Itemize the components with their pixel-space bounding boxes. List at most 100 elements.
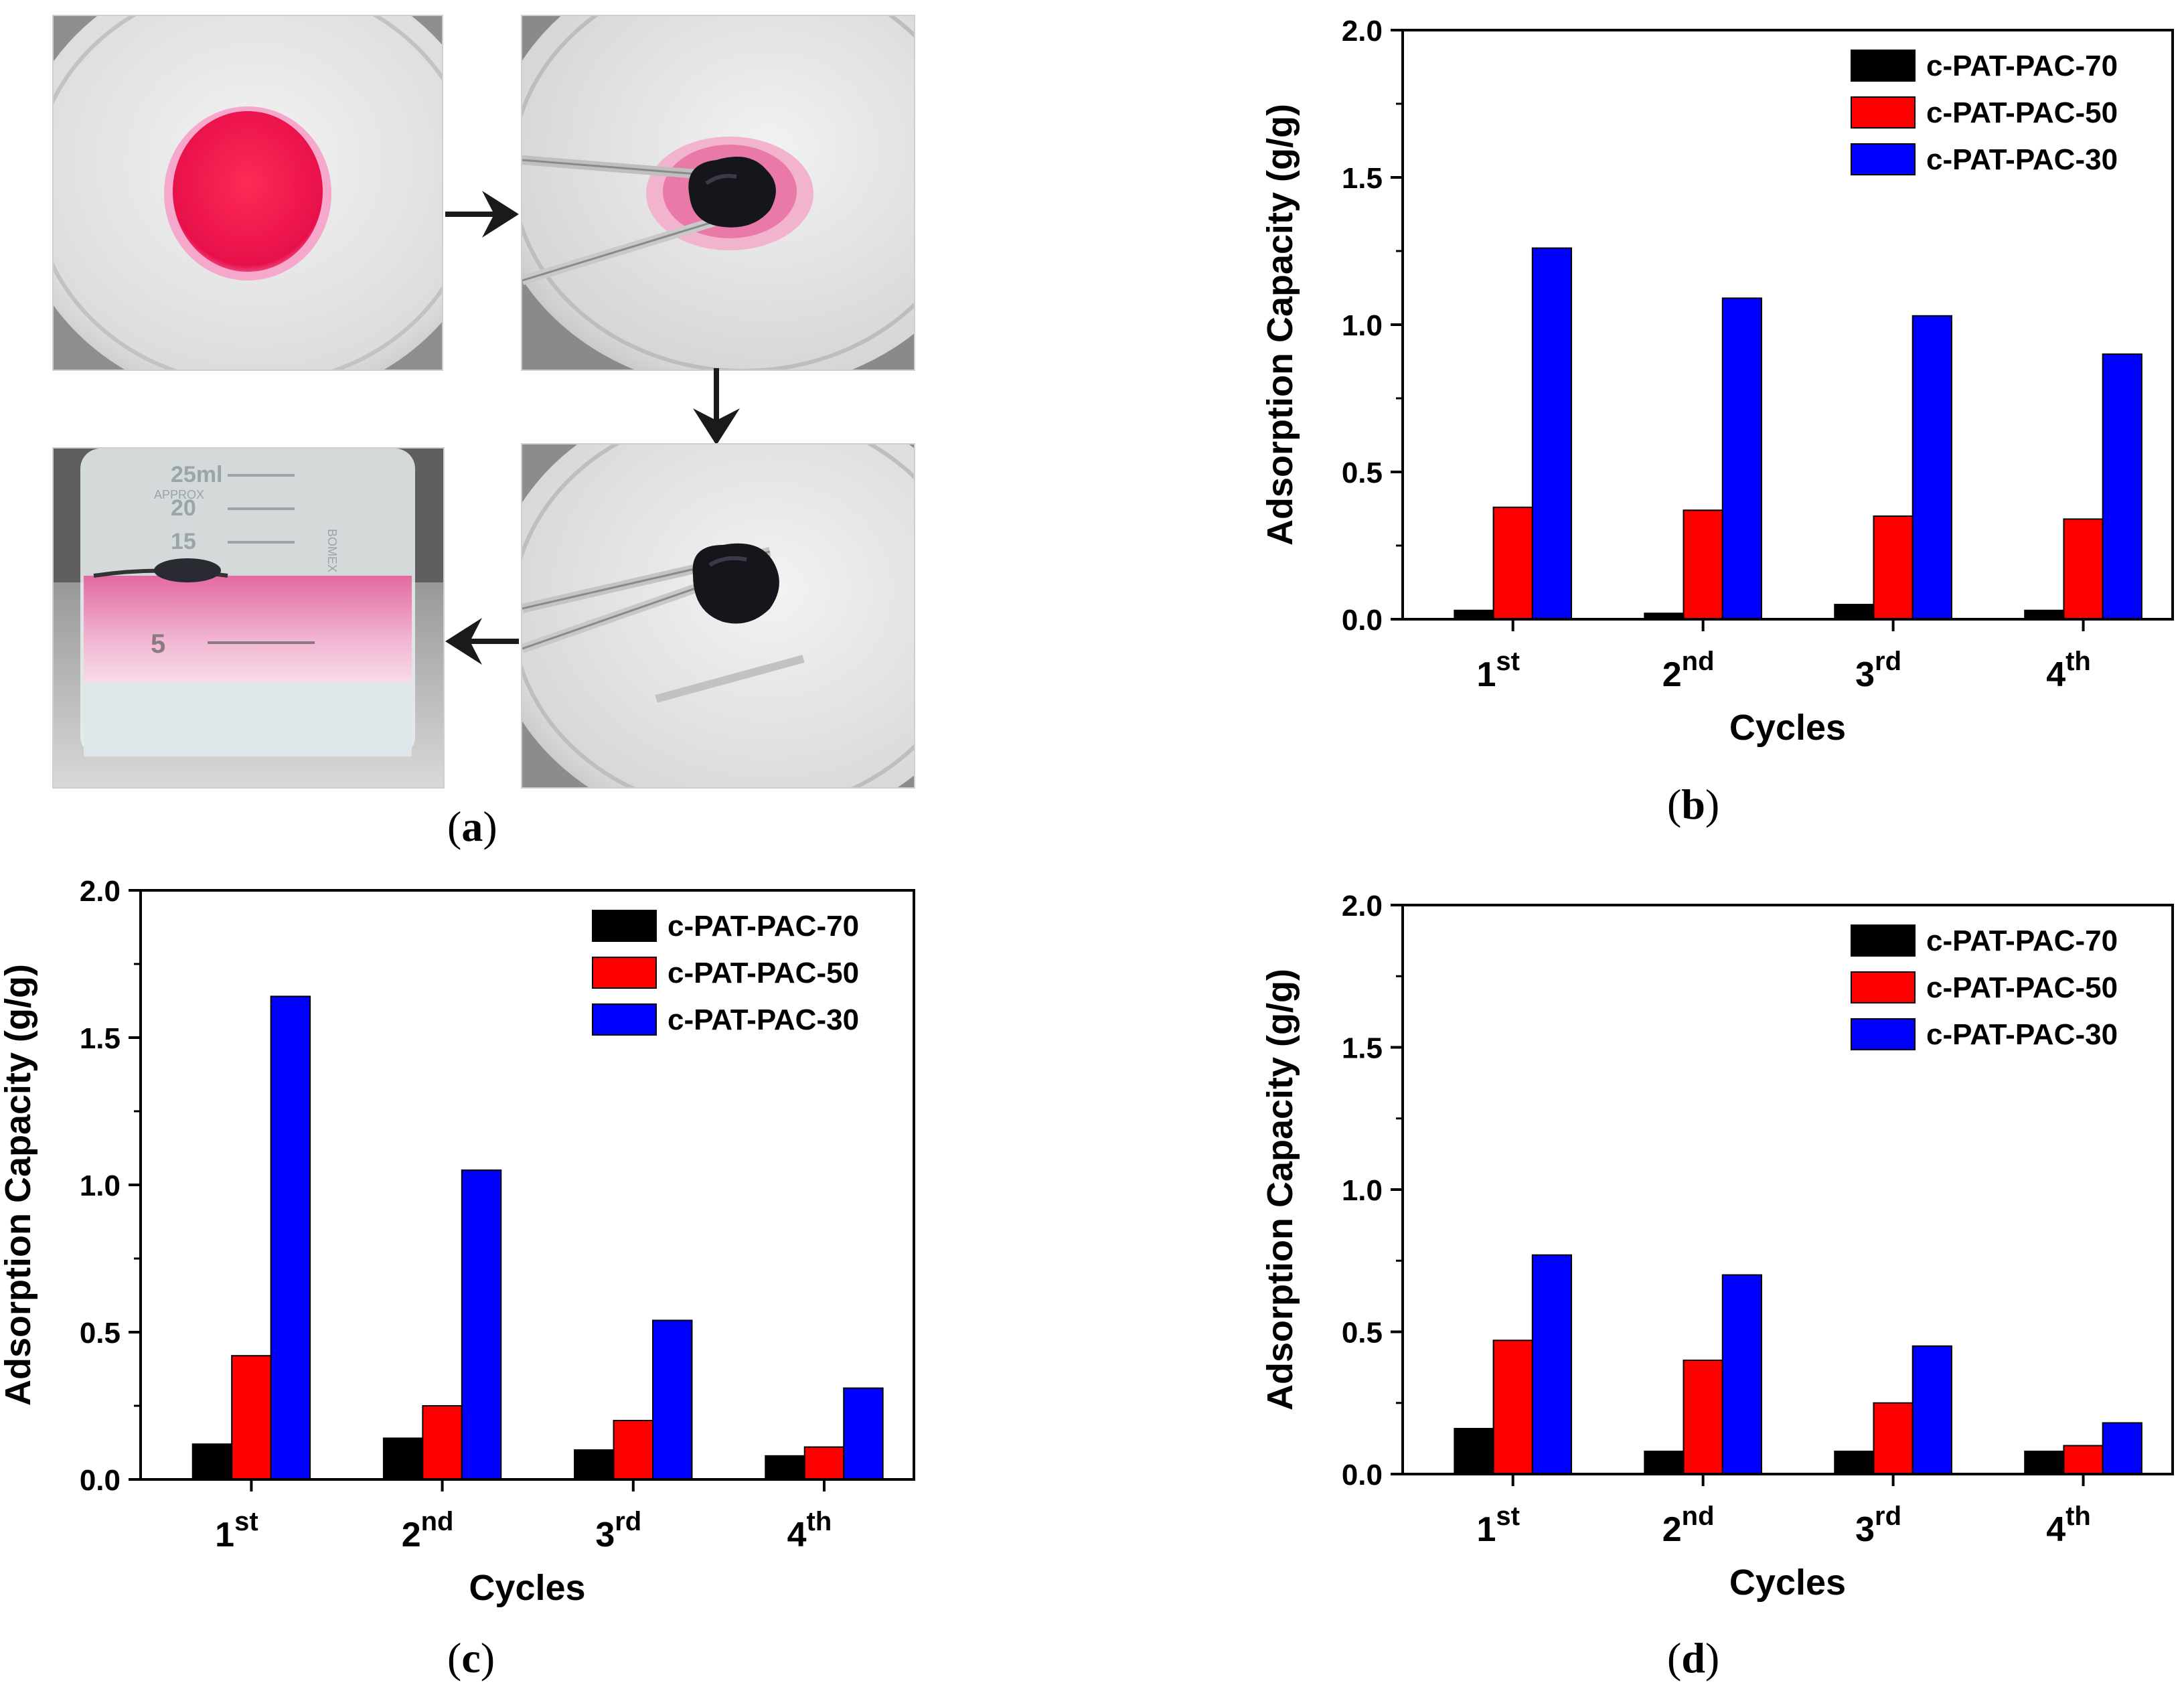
bar-c-PAT-PAC-50-cycle-4 — [2063, 518, 2104, 621]
beaker-mark-approx: APPROX — [154, 488, 204, 501]
bar-c-PAT-PAC-70-cycle-2 — [382, 1437, 424, 1481]
photo-sponge-lifted — [521, 443, 915, 789]
bar-c-PAT-PAC-50-cycle-3 — [613, 1420, 654, 1480]
panel-label-c: (c) — [447, 1634, 495, 1682]
beaker-mark-15: 15 — [171, 529, 196, 554]
bar-c-PAT-PAC-30-cycle-2 — [461, 1169, 502, 1480]
y-tick-label: 1.0 — [1342, 309, 1383, 342]
bar-c-PAT-PAC-30-cycle-1 — [270, 995, 311, 1480]
photo-dye-droplet-image — [54, 16, 442, 370]
legend-swatch-c-PAT-PAC-50 — [1851, 971, 1916, 1003]
photo-beaker-release: 25ml APPROX 20 15 5 BOMEX — [52, 447, 445, 789]
x-tick-label: 1st — [1476, 1502, 1520, 1549]
legend-swatch-c-PAT-PAC-70 — [1851, 50, 1916, 82]
y-tick-label: 2.0 — [1342, 15, 1383, 48]
x-tick-label: 2nd — [1662, 647, 1715, 694]
beaker-mark-5: 5 — [151, 629, 165, 659]
y-tick-label: 1.0 — [1342, 1174, 1383, 1207]
y-tick-label: 0.5 — [1342, 457, 1383, 489]
bar-c-PAT-PAC-70-cycle-3 — [1834, 604, 1875, 620]
x-tick-label: 3rd — [595, 1507, 641, 1554]
legend-swatch-c-PAT-PAC-30 — [1851, 1018, 1916, 1050]
bar-c-PAT-PAC-70-cycle-3 — [574, 1449, 615, 1480]
x-tick-label: 2nd — [402, 1507, 454, 1554]
bar-c-PAT-PAC-50-cycle-4 — [2063, 1445, 2104, 1475]
arrow-down-icon — [693, 368, 740, 445]
photo-beaker-release-image: 25ml APPROX 20 15 5 BOMEX — [54, 449, 443, 787]
bar-c-PAT-PAC-30-cycle-2 — [1721, 1274, 1762, 1475]
y-tick-label: 0.0 — [1342, 604, 1383, 637]
y-tick-label: 1.5 — [1342, 162, 1383, 195]
bar-c-PAT-PAC-50-cycle-2 — [1683, 509, 1723, 621]
bar-c-PAT-PAC-70-cycle-4 — [2024, 1451, 2065, 1475]
bar-c-PAT-PAC-70-cycle-2 — [1644, 1451, 1685, 1475]
legend-label: c-PAT-PAC-70 — [1926, 50, 2118, 82]
bar-c-PAT-PAC-70-cycle-4 — [765, 1455, 805, 1480]
panel-label-d: (d) — [1667, 1634, 1720, 1682]
bar-c-PAT-PAC-30-cycle-4 — [2102, 1422, 2142, 1475]
photo-sponge-lifted-image — [522, 445, 914, 787]
arrow-left-icon — [445, 618, 519, 665]
chart-d: 1st 2nd 3rd 4th 0.0 0.5 1.0 1.5 2.0 Cycles Adsorpt… — [1265, 890, 2174, 1603]
bar-c-PAT-PAC-50-cycle-3 — [1873, 1402, 1914, 1475]
panel-label-b: (b) — [1667, 781, 1720, 828]
beaker-mark-25ml: 25ml — [171, 462, 223, 487]
bar-c-PAT-PAC-30-cycle-3 — [652, 1319, 693, 1481]
panel-label-a: (a) — [447, 803, 497, 850]
x-axis-label: Cycles — [1729, 708, 1846, 748]
bar-c-PAT-PAC-30-cycle-1 — [1531, 1254, 1573, 1475]
bar-c-PAT-PAC-30-cycle-1 — [1531, 247, 1573, 621]
y-tick-label: 1.0 — [80, 1169, 121, 1202]
bar-c-PAT-PAC-70-cycle-1 — [191, 1443, 233, 1481]
legend-label: c-PAT-PAC-30 — [1926, 1018, 2118, 1051]
x-tick-label: 4th — [2046, 1502, 2091, 1549]
bar-c-PAT-PAC-50-cycle-2 — [1683, 1360, 1723, 1475]
photo-sponge-absorbing-image — [522, 16, 914, 370]
bar-c-PAT-PAC-50-cycle-2 — [422, 1405, 463, 1480]
bar-c-PAT-PAC-30-cycle-3 — [1912, 315, 1952, 620]
legend-swatch-c-PAT-PAC-30 — [1851, 143, 1916, 175]
photo-sponge-absorbing — [521, 15, 915, 371]
x-tick-label: 2nd — [1662, 1502, 1715, 1549]
x-axis-label: Cycles — [469, 1568, 585, 1608]
bar-c-PAT-PAC-70-cycle-1 — [1454, 1428, 1494, 1475]
bar-c-PAT-PAC-70-cycle-3 — [1834, 1451, 1875, 1475]
legend-label: c-PAT-PAC-50 — [668, 957, 859, 989]
legend-label: c-PAT-PAC-50 — [1926, 96, 2118, 129]
x-tick-label: 3rd — [1855, 647, 1901, 694]
bar-c-PAT-PAC-30-cycle-2 — [1721, 297, 1762, 620]
x-axis-label: Cycles — [1729, 1562, 1846, 1603]
bar-c-PAT-PAC-30-cycle-4 — [2102, 353, 2142, 620]
x-tick-label: 1st — [215, 1507, 258, 1554]
beaker-brand: BOMEX — [325, 529, 339, 572]
legend-label: c-PAT-PAC-70 — [1926, 924, 2118, 957]
y-axis-label: Adsorption Capacity (g/g) — [1265, 969, 1300, 1410]
bar-c-PAT-PAC-50-cycle-3 — [1873, 515, 1914, 620]
legend-label: c-PAT-PAC-70 — [668, 910, 859, 943]
y-tick-label: 0.5 — [1342, 1317, 1383, 1350]
legend-swatch-c-PAT-PAC-70 — [592, 910, 657, 942]
legend-swatch-c-PAT-PAC-50 — [592, 957, 657, 989]
legend-swatch-c-PAT-PAC-50 — [1851, 96, 1916, 129]
y-tick-label: 0.5 — [80, 1317, 121, 1350]
x-tick-label: 3rd — [1855, 1502, 1901, 1549]
y-tick-label: 2.0 — [80, 875, 121, 908]
y-tick-label: 0.0 — [80, 1464, 121, 1497]
photo-dye-droplet — [52, 15, 443, 371]
beaker-graduations: 25ml APPROX 20 15 5 BOMEX — [151, 462, 339, 659]
beaker-mark-20: 20 — [171, 495, 196, 521]
y-tick-label: 1.5 — [1342, 1032, 1383, 1065]
y-tick-label: 1.5 — [80, 1022, 121, 1055]
y-tick-label: 0.0 — [1342, 1459, 1383, 1491]
bar-c-PAT-PAC-50-cycle-1 — [1492, 1340, 1533, 1475]
chart-b: 1st 2nd 3rd 4th 0.0 0.5 1.0 1.5 2.0 Cycles Adsorpt… — [1260, 15, 2174, 748]
bar-c-PAT-PAC-50-cycle-1 — [231, 1355, 272, 1481]
x-tick-label: 4th — [787, 1507, 832, 1554]
bar-c-PAT-PAC-50-cycle-1 — [1492, 506, 1533, 620]
x-tick-label: 1st — [1476, 647, 1520, 694]
bar-c-PAT-PAC-30-cycle-3 — [1912, 1345, 1952, 1475]
bar-c-PAT-PAC-50-cycle-4 — [803, 1446, 845, 1480]
arrow-right-icon — [445, 191, 519, 238]
y-axis-label: Adsorption Capacity (g/g) — [0, 964, 38, 1406]
y-axis-label: Adsorption Capacity (g/g) — [1260, 104, 1300, 546]
